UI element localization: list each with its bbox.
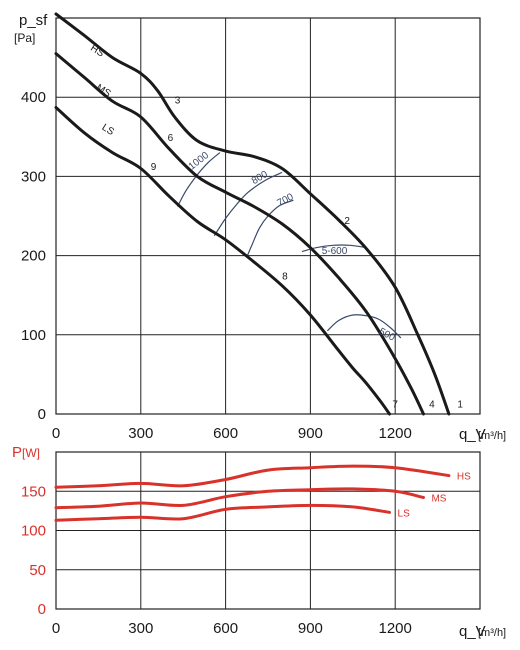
pressure-xlabel: q_V [459, 426, 486, 443]
pressure-y-tick: 0 [38, 406, 46, 423]
operating-point-label: 8 [282, 271, 288, 282]
pressure-series-line-ls [54, 106, 391, 416]
power-tick-labels: 0 300 600 900 1200 0 50 100 150 [21, 483, 412, 637]
pressure-ylabel-unit: [Pa] [14, 31, 35, 45]
pressure-frame [55, 17, 481, 415]
operating-point-label: 1 [457, 400, 463, 411]
power-x-tick: 900 [298, 620, 323, 637]
pressure-x-tick: 300 [128, 425, 153, 442]
power-series-label-ls: LS [398, 508, 411, 519]
power-series-line-ms [54, 487, 425, 510]
pressure-y-tick: 300 [21, 168, 46, 185]
resistance-curve [326, 314, 402, 339]
power-annotations: HS MS LS [398, 472, 472, 520]
pressure-x-tick: 900 [298, 425, 323, 442]
power-x-tick: 300 [128, 620, 153, 637]
power-y-tick: 150 [21, 483, 46, 500]
power-series-line-hs [54, 464, 451, 489]
pressure-ylabel: p_sf [19, 12, 48, 29]
power-ylabel-unit: [W] [22, 446, 40, 460]
power-y-tick: 100 [21, 523, 46, 540]
resistance-label: 5-600 [322, 246, 348, 257]
power-xlabel: q_V [459, 623, 486, 640]
power-y-tick: 0 [38, 601, 46, 618]
pressure-x-tick: 1200 [379, 425, 412, 442]
pressure-tick-labels: 0 300 600 900 1200 0 100 200 300 400 [21, 89, 412, 442]
pressure-y-tick: 100 [21, 327, 46, 344]
pressure-series-line-ms [54, 52, 425, 416]
pressure-y-tick: 400 [21, 89, 46, 106]
power-series [54, 464, 451, 522]
pressure-series-line-hs [54, 12, 451, 416]
operating-point-label: 2 [344, 216, 350, 227]
operating-point-label: 7 [392, 400, 398, 411]
power-y-tick: 50 [29, 562, 46, 579]
power-x-tick: 0 [52, 620, 60, 637]
power-series-label-ms: MS [431, 494, 446, 505]
operating-point-label: 4 [429, 400, 435, 411]
resistance-curve [213, 171, 283, 237]
operating-point-label: 3 [175, 96, 181, 107]
power-xlabel-unit: [m³/h] [478, 627, 506, 639]
operating-point-label: 9 [151, 162, 157, 173]
power-series-line-ls [54, 503, 391, 522]
power-ylabel: P [12, 444, 22, 461]
pressure-x-tick: 0 [52, 425, 60, 442]
pressure-grid [55, 17, 481, 415]
power-plot: 0 300 600 900 1200 0 50 100 150 HS MS LS P [W] q_V… [12, 444, 506, 640]
pressure-y-tick: 200 [21, 248, 46, 265]
pressure-series [54, 12, 451, 416]
pressure-x-tick: 600 [213, 425, 238, 442]
pressure-xlabel-unit: [m³/h] [478, 430, 506, 442]
power-x-tick: 600 [213, 620, 238, 637]
power-x-tick: 1200 [379, 620, 412, 637]
power-grid [55, 451, 481, 610]
power-series-label-hs: HS [457, 472, 471, 483]
resistance-curve [246, 199, 294, 258]
operating-point-label: 6 [168, 133, 174, 144]
